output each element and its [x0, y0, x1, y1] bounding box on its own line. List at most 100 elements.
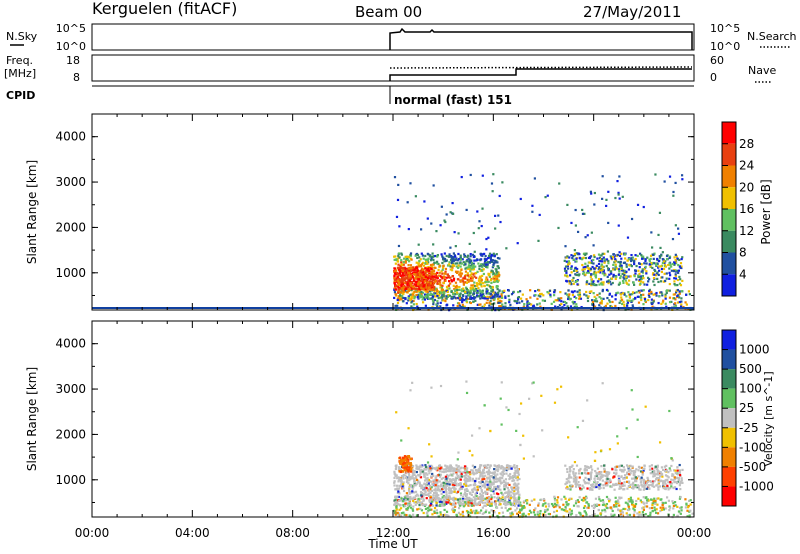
data-cell — [556, 499, 559, 502]
data-cell — [605, 264, 608, 268]
data-cell — [488, 482, 491, 485]
data-cell — [481, 494, 484, 498]
data-cell — [426, 478, 429, 482]
data-cell — [513, 472, 516, 475]
data-cell — [453, 231, 456, 234]
data-cell — [625, 464, 629, 467]
data-cell — [458, 503, 461, 506]
data-cell — [587, 295, 590, 298]
data-cell — [670, 457, 673, 460]
data-cell — [606, 275, 609, 278]
data-cell — [442, 494, 445, 498]
data-cell — [479, 281, 482, 284]
data-cell — [620, 267, 623, 271]
data-cell — [449, 246, 452, 249]
data-cell — [463, 503, 467, 506]
data-cell — [648, 507, 651, 510]
data-cell — [469, 497, 472, 500]
data-cell — [676, 294, 679, 297]
data-cell — [624, 501, 627, 504]
data-cell — [565, 481, 568, 484]
data-cell — [603, 260, 606, 263]
data-cell — [481, 480, 484, 484]
data-cell — [468, 496, 471, 499]
data-cell — [444, 299, 447, 303]
data-cell — [613, 513, 616, 516]
data-cell — [665, 496, 669, 499]
data-cell — [449, 468, 452, 471]
data-cell — [606, 475, 609, 478]
data-cell — [465, 469, 468, 472]
data-cell — [619, 299, 622, 302]
data-cell — [407, 267, 411, 270]
data-cell — [407, 472, 411, 476]
data-cell — [631, 466, 634, 469]
freq-label-1: Freq. — [6, 54, 33, 67]
data-cell — [610, 283, 613, 286]
data-cell — [436, 271, 439, 274]
data-cell — [538, 289, 541, 292]
data-cell — [462, 282, 465, 285]
data-cell — [410, 288, 413, 292]
data-cell — [586, 487, 589, 490]
data-cell — [628, 275, 631, 278]
data-cell — [490, 494, 493, 497]
data-cell — [533, 498, 536, 501]
data-cell — [525, 298, 528, 301]
data-cell — [397, 288, 400, 291]
data-cell — [469, 289, 472, 292]
data-cell — [447, 284, 451, 287]
data-cell — [460, 502, 463, 505]
data-cell — [562, 300, 565, 304]
data-cell — [578, 496, 581, 499]
data-cell — [487, 469, 491, 472]
data-cell — [626, 471, 629, 474]
data-cell — [599, 301, 602, 305]
data-cell — [434, 272, 437, 275]
data-cell — [576, 283, 579, 286]
data-cell — [426, 290, 429, 293]
data-cell — [564, 506, 567, 509]
data-cell — [495, 253, 498, 256]
data-cell — [487, 273, 491, 276]
data-cell — [471, 286, 475, 289]
data-cell — [494, 273, 498, 276]
data-cell — [674, 273, 677, 276]
data-cell — [618, 281, 621, 284]
data-cell — [586, 477, 589, 481]
data-cell — [427, 286, 431, 289]
data-cell — [679, 262, 683, 265]
data-cell — [568, 298, 571, 301]
data-cell — [456, 490, 460, 494]
data-cell — [465, 291, 468, 295]
data-cell — [589, 486, 592, 490]
data-cell — [462, 280, 465, 283]
data-cell — [454, 497, 457, 500]
data-cell — [622, 466, 625, 469]
data-cell — [664, 265, 667, 268]
data-cell — [522, 500, 526, 503]
data-cell — [493, 296, 496, 299]
nsky-line — [389, 27, 693, 50]
data-cell — [455, 482, 458, 485]
data-cell — [458, 285, 461, 289]
data-cell — [680, 479, 683, 482]
data-cell — [428, 255, 431, 258]
data-cell — [467, 266, 470, 269]
data-cell — [663, 180, 666, 183]
data-cell — [451, 269, 454, 272]
data-cell — [434, 500, 437, 503]
data-cell — [431, 293, 434, 296]
data-cell — [654, 499, 657, 502]
data-cell — [401, 278, 404, 282]
data-cell — [417, 497, 420, 500]
data-cell — [508, 298, 511, 301]
data-cell — [444, 267, 448, 271]
data-cell — [578, 293, 582, 296]
data-cell — [578, 273, 581, 276]
data-cell — [415, 290, 418, 293]
data-cell — [450, 261, 453, 265]
data-cell — [484, 278, 488, 281]
data-cell — [554, 305, 557, 308]
data-cell — [665, 254, 669, 258]
